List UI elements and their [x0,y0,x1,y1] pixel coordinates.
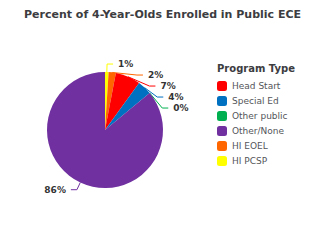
svg-text:2%: 2% [148,70,163,80]
svg-text:86%: 86% [44,185,66,195]
svg-text:Program Type: Program Type [217,63,295,74]
svg-text:Other public: Other public [232,111,288,121]
svg-text:HI PCSP: HI PCSP [232,156,268,166]
svg-text:HI EOEL: HI EOEL [232,141,268,151]
svg-text:Head Start: Head Start [232,81,281,91]
svg-text:Special Ed: Special Ed [232,96,279,106]
svg-text:Other/None: Other/None [232,126,285,136]
svg-text:7%: 7% [160,81,175,91]
svg-text:4%: 4% [168,92,183,102]
svg-text:0%: 0% [173,103,188,113]
svg-text:Percent of 4-Year-Olds Enrolle: Percent of 4-Year-Olds Enrolled in Publi… [24,8,301,21]
svg-text:1%: 1% [118,59,133,69]
